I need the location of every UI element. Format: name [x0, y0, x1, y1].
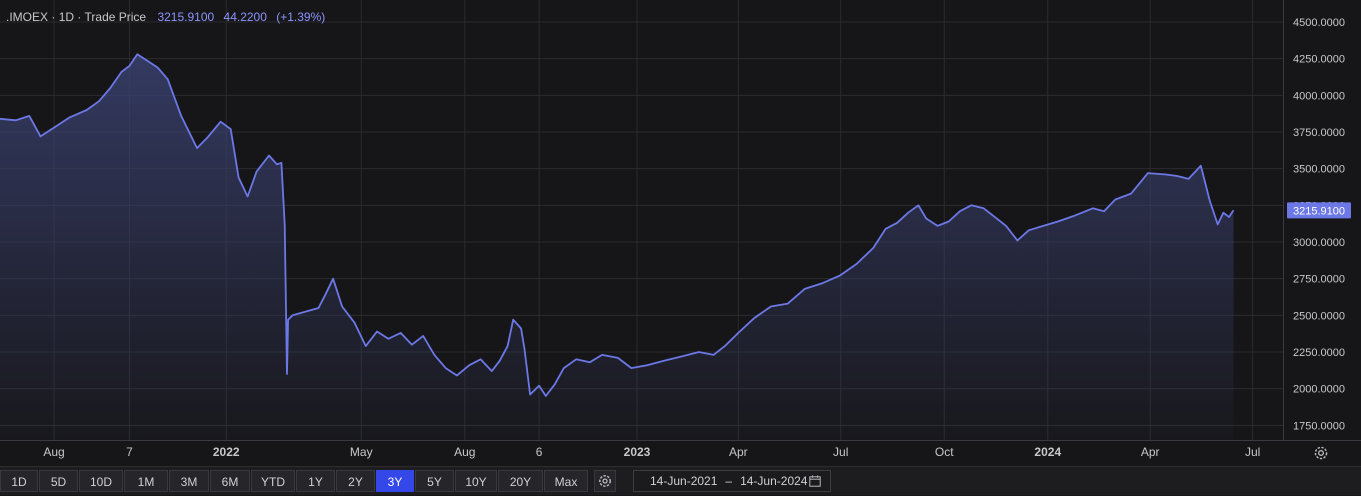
- series-area: [0, 54, 1234, 441]
- calendar-icon: [809, 475, 821, 487]
- x-tick-label: 2022: [213, 445, 240, 459]
- range-button-3y[interactable]: 3Y: [376, 470, 414, 492]
- x-tick-label: Jul: [833, 445, 848, 459]
- date-separator: –: [725, 474, 733, 488]
- y-tick-label: 2250.0000: [1293, 347, 1345, 359]
- date-to: 14-Jun-2024: [740, 474, 808, 488]
- x-tick-label: 7: [126, 445, 133, 459]
- y-tick-label: 4500.0000: [1293, 17, 1345, 29]
- gear-icon: [599, 475, 611, 487]
- x-tick-label: Aug: [43, 445, 64, 459]
- y-tick-label: 4250.0000: [1293, 54, 1345, 66]
- interval-label: 1D: [58, 10, 75, 24]
- x-tick-label: Apr: [1141, 445, 1160, 459]
- range-button-1m[interactable]: 1M: [124, 470, 168, 492]
- range-button-3m[interactable]: 3M: [169, 470, 209, 492]
- range-button-20y[interactable]: 20Y: [498, 470, 543, 492]
- range-button-1y[interactable]: 1Y: [296, 470, 335, 492]
- x-tick-label: 2023: [624, 445, 651, 459]
- series-line: [0, 53, 1235, 397]
- last-price-marker: [1287, 202, 1351, 219]
- range-button-max[interactable]: Max: [544, 470, 588, 492]
- range-button-ytd[interactable]: YTD: [251, 470, 295, 492]
- change-percent: (+1.39%): [276, 10, 326, 24]
- date-from: 14-Jun-2021: [650, 474, 718, 488]
- range-button-10y[interactable]: 10Y: [455, 470, 497, 492]
- y-tick-label: 2000.0000: [1293, 384, 1345, 396]
- range-button-1d[interactable]: 1D: [0, 470, 38, 492]
- y-tick-label: 4000.0000: [1293, 90, 1345, 102]
- x-tick-label: May: [350, 445, 373, 459]
- range-button-5d[interactable]: 5D: [39, 470, 78, 492]
- x-tick-label: Oct: [935, 445, 954, 459]
- date-range-picker[interactable]: 14-Jun-2021–14-Jun-2024: [633, 470, 831, 492]
- last-value: 3215.9100: [157, 10, 215, 24]
- y-tick-label: 2500.0000: [1293, 310, 1345, 322]
- price-type-label: Trade Price: [84, 10, 147, 24]
- y-tick-label: 2750.0000: [1293, 274, 1345, 286]
- x-tick-label: Jul: [1245, 445, 1260, 459]
- x-tick-label: Apr: [729, 445, 748, 459]
- y-tick-label: 1750.0000: [1293, 420, 1345, 432]
- header-separator: ·: [77, 10, 82, 24]
- y-tick-label: 3500.0000: [1293, 164, 1345, 176]
- range-button-10d[interactable]: 10D: [79, 470, 123, 492]
- gear-button[interactable]: [594, 470, 616, 492]
- y-tick-label: 3750.0000: [1293, 127, 1345, 139]
- range-button-6m[interactable]: 6M: [210, 470, 250, 492]
- x-tick-label: 6: [536, 445, 543, 459]
- y-tick-label: 3000.0000: [1293, 237, 1345, 249]
- chart-header: .IMOEX · 1D · Trade Price 3215.9100 44.2…: [6, 10, 325, 24]
- last-price-label: 3215.9100: [1293, 205, 1345, 217]
- header-separator: ·: [51, 10, 56, 24]
- range-toolbar: 1D 5D 10D 1M 3M 6M YTD 1Y 2Y 3Y 5Y 10Y 20Y Max 14-Jun…: [0, 466, 1361, 495]
- change-value: 44.2200: [223, 10, 267, 24]
- settings-icon[interactable]: [1312, 444, 1330, 462]
- symbol-label: .IMOEX: [6, 10, 49, 24]
- range-button-5y[interactable]: 5Y: [415, 470, 454, 492]
- x-tick-label: 2024: [1034, 445, 1061, 459]
- x-tick-label: Aug: [454, 445, 475, 459]
- range-button-2y[interactable]: 2Y: [336, 470, 375, 492]
